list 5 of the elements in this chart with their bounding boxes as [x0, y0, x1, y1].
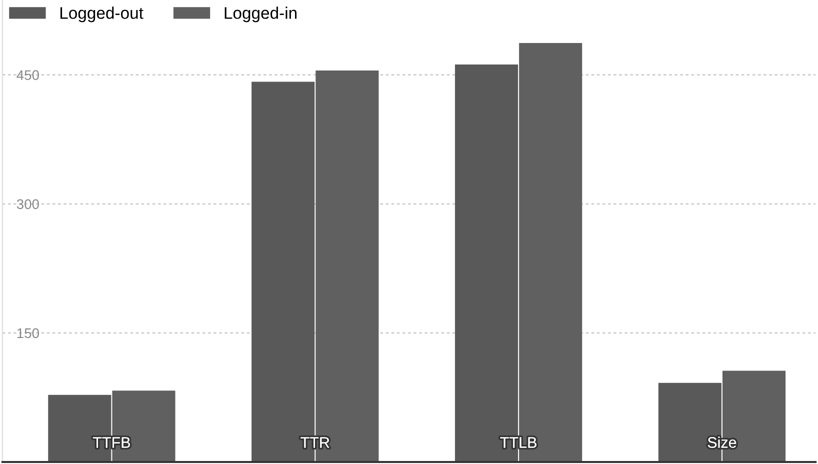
y-tick-label: 150: [17, 328, 39, 338]
y-tick-label: 450: [16, 70, 39, 80]
y-tick-label: 300: [16, 199, 39, 210]
legend-label: Logged-in: [224, 6, 296, 22]
legend-label: Logged-out: [60, 6, 144, 22]
